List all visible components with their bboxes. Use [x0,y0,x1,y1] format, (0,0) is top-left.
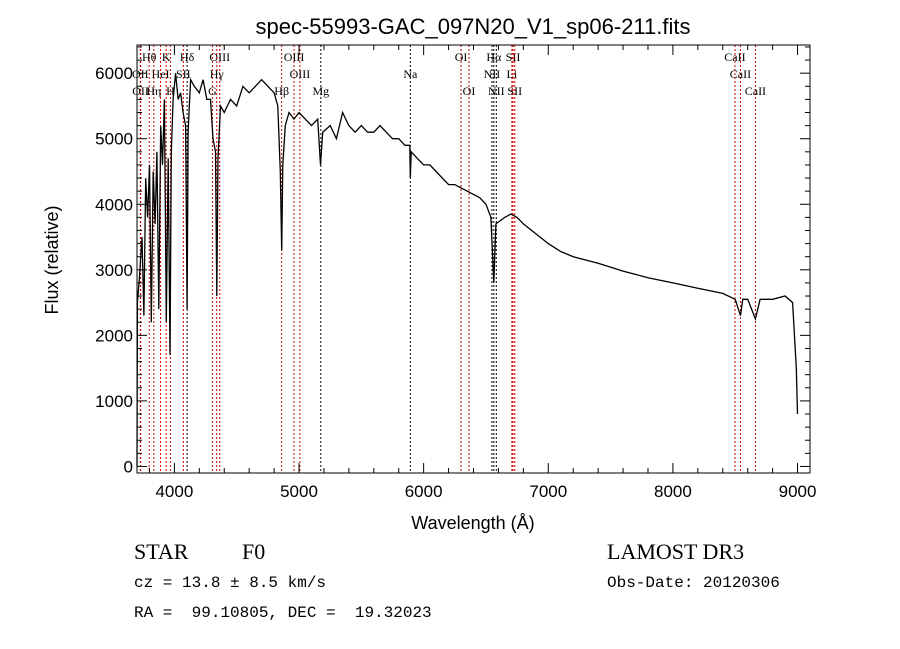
spectral-line-label: SII [506,50,521,64]
spectral-line-label: K [162,50,171,64]
spectrum-series [136,73,799,467]
spectral-line-label: OIII [209,50,230,64]
spectral-line-label: NII [484,67,501,81]
spectral-line-label: Hγ [210,67,225,81]
spectral-line-markers: Hθ K Hδ OIII OIII OI Hα SII CaII OII HeI SII Hγ OIII N… [132,45,766,473]
x-tick-label: 6000 [405,482,443,501]
x-tick-label: 4000 [155,482,193,501]
redshift-velocity: cz = 13.8 ± 8.5 km/s [134,574,327,592]
survey-name: LAMOST DR3 [607,539,745,564]
spectral-line-label: CaII [730,67,751,81]
spectral-line-label: Li [507,67,518,81]
spectral-line-label: OI [463,84,476,98]
spectral-line-label: G [208,84,217,98]
y-tick-label: 2000 [95,326,133,345]
spectral-line-label: Mg [312,84,329,98]
x-axis-label: Wavelength (Å) [411,513,534,533]
y-tick-label: 0 [124,457,133,476]
plot-frame [136,44,811,474]
x-tick-label: 5000 [280,482,318,501]
y-tick-label: 6000 [95,64,133,83]
spectral-line-label: OI [455,50,468,64]
spectral-line-label: CaII [745,84,766,98]
spectral-line-label: SII [176,67,191,81]
x-tick-label: 8000 [654,482,692,501]
y-tick-label: 3000 [95,261,133,280]
spectral-line-label: OIII [290,67,311,81]
spectral-line-label: Hα [486,50,502,64]
chart-title: spec-55993-GAC_097N20_V1_sp06-211.fits [256,14,691,39]
spectral-line-label: Hδ [180,50,195,64]
spectral-line-label: OII [132,84,149,98]
x-tick-label: 7000 [529,482,567,501]
spectral-line-label: Na [403,67,418,81]
spectral-line-label: NII [488,84,505,98]
y-tick-label: 4000 [95,195,133,214]
spectral-line-label: Hβ [274,84,289,98]
observation-date: Obs-Date: 20120306 [607,574,780,592]
object-subclass: F0 [242,539,266,564]
spectrum-line [136,73,799,467]
y-tick-label: 5000 [95,130,133,149]
spectral-line-label: CaII [724,50,745,64]
x-tick-label: 9000 [779,482,817,501]
spectral-line-label: HeI [152,67,170,81]
spectral-line-label: Hη [146,84,161,98]
spectral-line-label: SII [507,84,522,98]
y-axis-label: Flux (relative) [42,205,62,314]
coordinates: RA = 99.10805, DEC = 19.32023 [134,604,432,622]
spectral-line-label: H [166,84,175,98]
spectral-line-label: Hθ [142,50,157,64]
object-class: STAR [134,539,189,564]
spectral-line-label: OIII [284,50,305,64]
axis-ticks: 4000 5000 6000 7000 8000 9000 0 1000 2000 3000 400… [95,45,816,501]
y-tick-label: 1000 [95,392,133,411]
